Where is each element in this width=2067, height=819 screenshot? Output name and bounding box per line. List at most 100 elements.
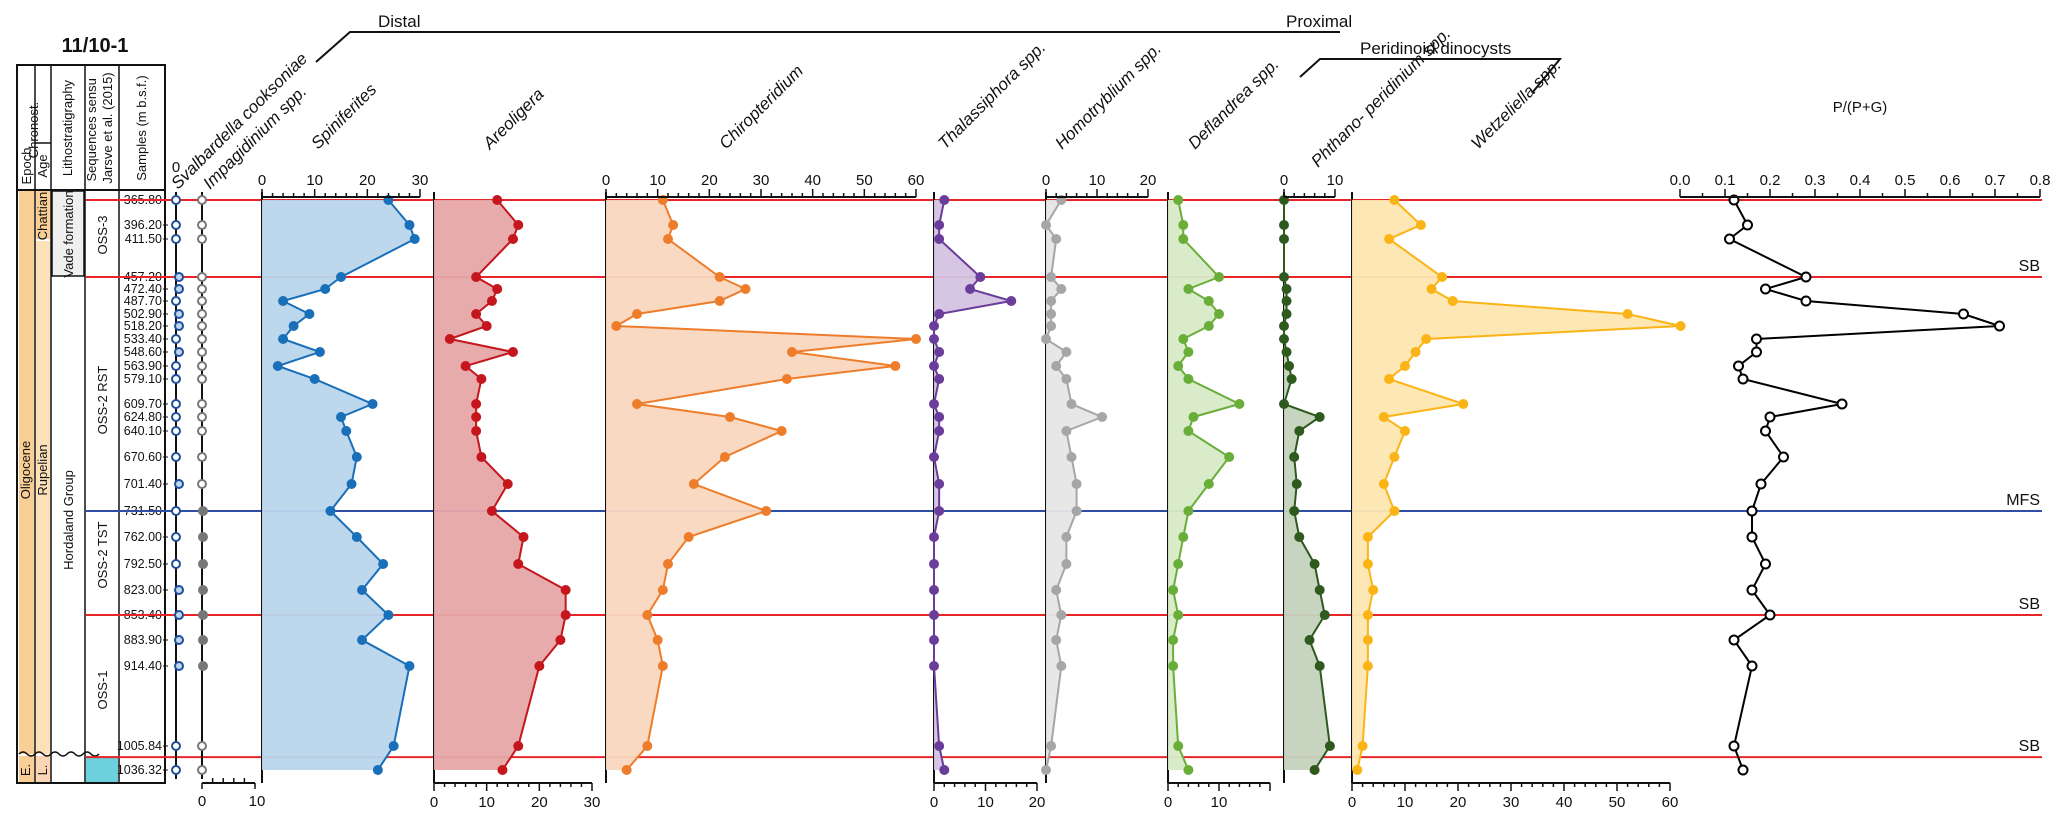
data-point (1061, 374, 1072, 384)
header-sequences: Sequences sensu Jarsve et al. (2015) (84, 72, 115, 183)
data-point (1061, 559, 1072, 569)
data-point (476, 374, 487, 384)
depth-label: 823.00 (124, 583, 162, 597)
well-title: 11/10-1 (62, 35, 129, 57)
panel-impagidinium-spp-: 0 10 (197, 192, 265, 810)
data-point (1281, 284, 1292, 294)
tick-label: 0 (930, 794, 938, 811)
data-point (1751, 346, 1762, 358)
data-point (929, 559, 939, 569)
data-point (513, 559, 524, 569)
data-point (934, 374, 945, 384)
data-point (404, 220, 415, 230)
data-point (1046, 321, 1057, 331)
tick-label: 10 (1211, 794, 1228, 811)
data-point (1168, 661, 1179, 671)
depth-label: 533.40 (124, 332, 162, 346)
data-point (1183, 284, 1194, 294)
presence-marker (197, 452, 207, 462)
data-point (1304, 635, 1315, 645)
data-point (1415, 220, 1426, 230)
presence-marker (174, 479, 184, 489)
data-point (1097, 412, 1108, 422)
data-point (1289, 452, 1300, 462)
data-point (929, 610, 939, 620)
data-point (1051, 234, 1062, 244)
series-area (606, 200, 916, 770)
depth-labels: 365.80396.20411.50457.20472.40487.70502.… (117, 193, 168, 777)
epoch-e-fill (19, 756, 34, 782)
data-point (471, 426, 482, 436)
taxon-heading: Homotryblium spp. (1051, 39, 1165, 153)
data-point (1203, 296, 1214, 306)
tick-label: 0 (1042, 172, 1050, 189)
tick-label: 30 (753, 172, 770, 189)
data-point (1362, 610, 1373, 620)
data-point (502, 479, 513, 489)
data-point (1760, 558, 1771, 570)
data-point (560, 585, 571, 595)
data-point (304, 309, 315, 319)
presence-marker (197, 412, 207, 422)
data-point (320, 284, 331, 294)
depth-label: 701.40 (124, 477, 162, 491)
presence-marker (171, 559, 181, 569)
x-axis: 0 10 (198, 778, 265, 810)
presence-marker (174, 272, 184, 282)
data-point (725, 412, 735, 422)
data-point (934, 741, 945, 751)
data-point (934, 479, 945, 489)
presence-marker (197, 309, 207, 319)
data-point (714, 296, 725, 306)
data-point (1183, 765, 1194, 775)
data-point (668, 220, 679, 230)
tick-label: 0 (1280, 172, 1288, 189)
data-point (740, 284, 751, 294)
data-point (1289, 506, 1300, 516)
data-point (1214, 309, 1224, 319)
data-point (663, 234, 673, 244)
data-point (1742, 219, 1753, 231)
surface-label: MFS (2006, 492, 2040, 509)
tick-label: 0 (1164, 794, 1172, 811)
age-rupelian-label: Rupelian (35, 444, 50, 495)
presence-marker (171, 296, 181, 306)
presence-marker (171, 506, 181, 516)
depth-label: 609.70 (124, 397, 162, 411)
data-point (1378, 479, 1389, 489)
data-point (1751, 333, 1762, 345)
presence-marker (171, 412, 181, 422)
epoch-oligocene-fill (19, 191, 34, 754)
data-point (444, 334, 455, 344)
taxon-heading: Chiropteridium (715, 61, 807, 153)
tick-label: 10 (1089, 172, 1106, 189)
presence-marker (171, 399, 181, 409)
depth-label: 1036.32 (117, 763, 162, 777)
data-point (1066, 452, 1077, 462)
data-point (1447, 296, 1458, 306)
panel-homotryblium-spp-: 0 10 20 (1041, 172, 1156, 783)
data-point (497, 765, 508, 775)
data-point (929, 661, 939, 671)
data-point (351, 452, 362, 462)
data-point (1279, 220, 1289, 230)
data-point (776, 426, 787, 436)
sequence-basal-fill (86, 756, 118, 782)
header-sequences-line1: Sequences sensu (84, 78, 99, 181)
presence-marker (174, 347, 184, 357)
data-point (367, 399, 378, 409)
taxon-heading: Areoligera (479, 85, 548, 154)
data-point (1778, 451, 1789, 463)
data-point (1994, 320, 2005, 332)
litho-vade-fill (51, 190, 85, 277)
taxon-heading: Thalassiphora spp. (934, 38, 1049, 153)
series-line (1727, 199, 2000, 771)
data-point (657, 661, 668, 671)
data-point (781, 374, 792, 384)
header-age: Age (35, 154, 50, 177)
presence-marker (171, 426, 181, 436)
unconformity-line (18, 751, 100, 757)
depth-label: 624.80 (124, 410, 162, 424)
presence-marker (171, 532, 181, 542)
